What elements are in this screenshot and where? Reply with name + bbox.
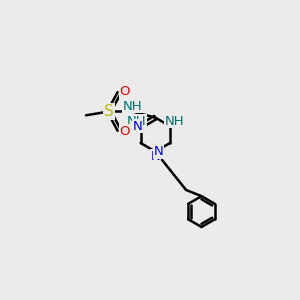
Text: O: O: [119, 125, 130, 138]
Text: NH: NH: [164, 115, 184, 128]
Text: NH: NH: [164, 115, 184, 128]
Text: S: S: [104, 104, 114, 119]
Text: N: N: [154, 145, 163, 158]
Text: NH: NH: [122, 100, 142, 112]
Text: N: N: [133, 120, 142, 133]
Text: N: N: [150, 150, 160, 163]
Text: NH: NH: [127, 115, 146, 128]
Text: O: O: [119, 85, 130, 98]
